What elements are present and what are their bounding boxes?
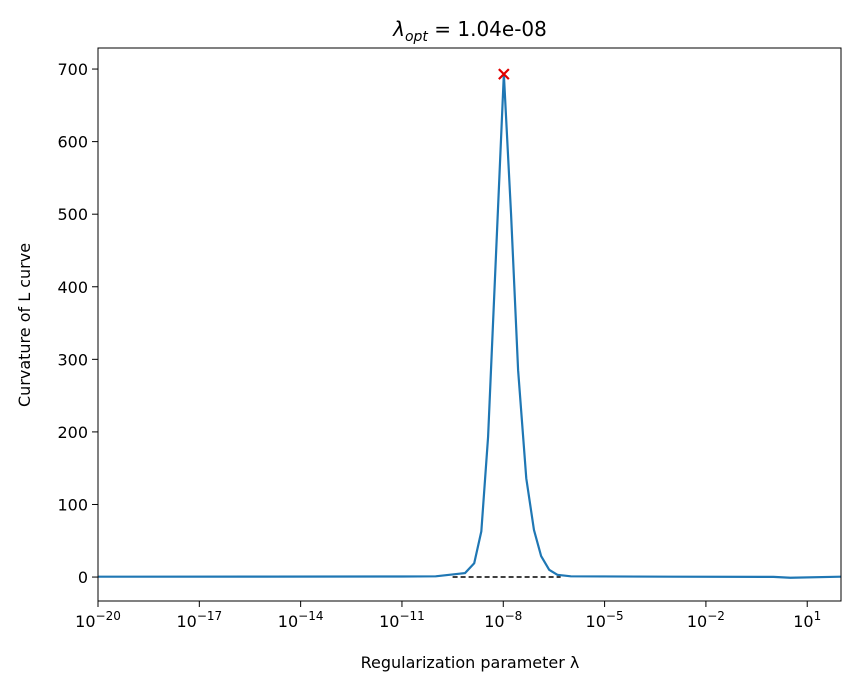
plot-frame xyxy=(97,47,842,602)
y-tick-label: 500 xyxy=(57,205,88,224)
y-tick-label: 200 xyxy=(57,423,88,442)
optimum-cross xyxy=(498,68,510,80)
x-tick-label: 10−11 xyxy=(379,609,425,631)
y-tick-label: 400 xyxy=(57,278,88,297)
y-tick-label: 300 xyxy=(57,350,88,369)
x-tick-label: 101 xyxy=(793,609,821,631)
title-text: = 1.04e-08 xyxy=(428,17,547,41)
y-tick-label: 700 xyxy=(57,60,88,79)
x-tick-label: 10−2 xyxy=(687,609,725,631)
optimum-marker xyxy=(498,68,510,80)
y-axis-label: Curvature of L curve xyxy=(15,243,34,407)
y-tick-label: 0 xyxy=(78,568,88,587)
y-tick-label: 600 xyxy=(57,133,88,152)
x-tick-label: 10−8 xyxy=(484,609,522,631)
curve xyxy=(97,74,842,579)
x-tick-label: 10−5 xyxy=(586,609,624,631)
x-tick-label: 10−17 xyxy=(176,609,222,631)
x-axis-label: Regularization parameter λ xyxy=(361,653,580,672)
x-tick-label: 10−20 xyxy=(75,609,121,631)
x-tick-label: 10−14 xyxy=(278,609,324,631)
y-tick-label: 100 xyxy=(57,495,88,514)
chart-title: λopt = 1.04e-08 xyxy=(392,17,547,45)
title-subscript: opt xyxy=(405,29,428,45)
title-symbol: λ xyxy=(392,17,405,41)
